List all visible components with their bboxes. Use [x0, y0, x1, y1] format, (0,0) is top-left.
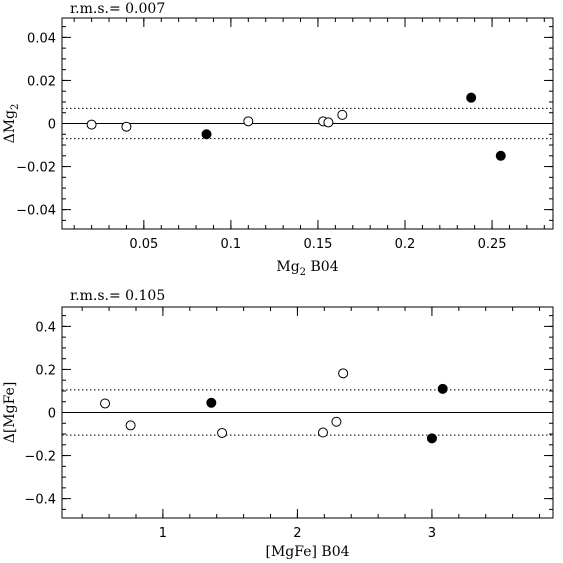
y-tick-label: 0.04 — [27, 31, 56, 46]
x-axis-label-subscript: 2 — [300, 267, 306, 278]
y-tick-label: 0.2 — [35, 363, 56, 378]
x-axis-label: [MgFe] B04 — [265, 544, 349, 560]
x-tick-label: 2 — [293, 526, 301, 541]
open-circle-point — [86, 119, 97, 130]
x-tick-label: 0.2 — [395, 237, 416, 252]
x-tick-label: 3 — [428, 526, 436, 541]
x-tick-label: 0.1 — [221, 237, 242, 252]
panel-mgfe: 1 2 3 −0.4 −0.2 0 0.2 0.4 r.m.s.= 0.105 [MgFe] B0… — [2, 288, 554, 560]
rms-label: r.m.s.= 0.007 — [70, 1, 165, 17]
open-circle-point — [338, 368, 349, 379]
open-circle-point — [331, 416, 342, 427]
y-axis-label: ΔMg2 — [2, 104, 21, 144]
filled-circle-point — [206, 397, 217, 408]
filled-circle-point — [201, 129, 212, 140]
x-axis-label-main: [MgFe] — [265, 544, 316, 560]
y-tick-label: −0.2 — [24, 450, 56, 465]
x-axis-label-rest: B04 — [317, 544, 350, 560]
panel-mg2: 0.05 0.1 0.15 0.2 0.25 −0.04 −0.02 0 0.02 0.04 r.m… — [2, 1, 554, 278]
open-circle-point — [243, 116, 254, 127]
open-circle-point — [100, 398, 111, 409]
x-axis-label-rest: B04 — [306, 259, 339, 275]
x-tick-label: 1 — [159, 526, 167, 541]
open-circle-point — [125, 420, 136, 431]
x-axis-label: Mg2 B04 — [276, 259, 338, 278]
y-axis-label: Δ[MgFe] — [2, 382, 18, 444]
x-tick-label: 0.25 — [478, 237, 507, 252]
y-tick-label: 0 — [48, 407, 56, 422]
y-tick-label: −0.4 — [24, 493, 56, 508]
rms-label: r.m.s.= 0.105 — [70, 288, 165, 304]
y-tick-label: −0.02 — [16, 161, 56, 176]
x-tick-label: 0.15 — [303, 237, 332, 252]
y-axis-label-main: Δ[MgFe] — [2, 382, 18, 444]
x-axis-label-main: Mg — [276, 259, 299, 275]
y-tick-label: 0 — [48, 118, 56, 133]
open-circle-point — [323, 117, 334, 128]
y-axis-label-main: ΔMg — [2, 110, 18, 143]
filled-circle-point — [437, 383, 448, 394]
y-tick-label: −0.04 — [16, 204, 56, 219]
open-circle-point — [337, 109, 348, 120]
open-circle-point — [317, 427, 328, 438]
y-tick-label: 0.02 — [27, 74, 56, 89]
filled-circle-point — [426, 433, 437, 444]
y-axis-label-subscript: 2 — [10, 104, 21, 110]
filled-circle-point — [495, 150, 506, 161]
x-tick-label: 0.05 — [129, 237, 158, 252]
open-circle-point — [217, 427, 228, 438]
filled-circle-point — [466, 92, 477, 103]
y-tick-label: 0.4 — [35, 320, 56, 335]
open-circle-point — [121, 121, 132, 132]
